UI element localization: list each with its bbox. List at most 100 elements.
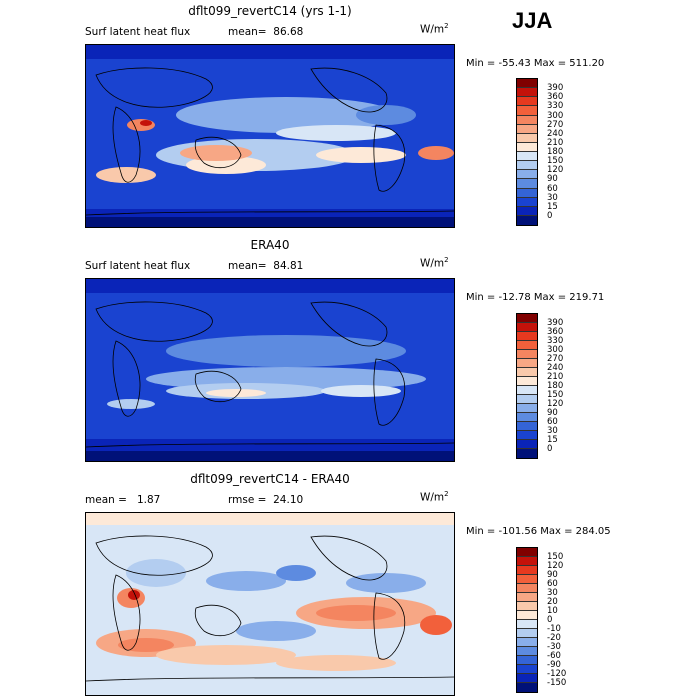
colorbar-tick-label: 180 — [547, 381, 564, 391]
mean-value-obs: 84.81 — [273, 260, 304, 272]
mean-value-model: 86.68 — [273, 26, 304, 38]
colorbar-model — [516, 78, 538, 226]
units-label-diff: W/m2 — [420, 490, 449, 504]
colorbar-segment — [517, 683, 537, 692]
mean-label-obs: mean= 84.81 — [228, 260, 304, 272]
minmax-model: Min = -55.43 Max = 511.20 — [466, 58, 605, 69]
colorbar-segment — [517, 602, 537, 611]
colorbar-segment — [517, 665, 537, 674]
colorbar-segment — [517, 629, 537, 638]
map-obs — [85, 278, 455, 462]
colorbar-segment — [517, 584, 537, 593]
colorbar-segment — [517, 422, 537, 431]
colorbar-tick-label: 120 — [547, 165, 564, 176]
colorbar-segment — [517, 440, 537, 449]
colorbar-tick-label: 300 — [547, 345, 564, 355]
map-diff — [85, 512, 455, 696]
colorbar-tick-label: 240 — [547, 128, 564, 139]
colorbar-segment — [517, 188, 537, 198]
colorbar-segment — [517, 449, 537, 458]
colorbar-tick-label: 360 — [547, 92, 564, 103]
colorbar-segment — [517, 314, 537, 323]
colorbar-segment — [517, 206, 537, 216]
colorbar-segment — [517, 647, 537, 656]
colorbar-tick-label: 15 — [547, 201, 558, 212]
colorbar-segment — [517, 611, 537, 620]
colorbar-tick-label: 300 — [547, 110, 564, 121]
mean-label-model: mean= 86.68 — [228, 26, 304, 38]
colorbar-tick-label: 0 — [547, 444, 553, 454]
colorbar-tick-label: 120 — [547, 561, 564, 571]
colorbar-tick-label: 360 — [547, 327, 564, 337]
colorbar-tick-label: -10 — [547, 624, 561, 634]
colorbar-tick-label: 15 — [547, 435, 558, 445]
colorbar-segment — [517, 106, 537, 116]
colorbar-segment — [517, 656, 537, 665]
rmse-value-diff: 24.10 — [273, 494, 304, 506]
map-obs-svg — [86, 279, 454, 461]
colorbar-segment — [517, 350, 537, 359]
colorbar-tick-label: -60 — [547, 651, 561, 661]
colorbar-tick-label: 240 — [547, 363, 564, 373]
units-label-model: W/m2 — [420, 22, 449, 36]
colorbar-segment — [517, 152, 537, 162]
colorbar-tick-label: 30 — [547, 588, 558, 598]
colorbar-tick-label: 330 — [547, 101, 564, 112]
colorbar-segment — [517, 575, 537, 584]
colorbar-tick-label: 270 — [547, 354, 564, 364]
minmax-obs: Min = -12.78 Max = 219.71 — [466, 292, 605, 303]
colorbar-segment — [517, 142, 537, 152]
colorbar-tick-label: 150 — [547, 156, 564, 167]
colorbar-segment — [517, 620, 537, 629]
colorbar-tick-label: -90 — [547, 660, 561, 670]
map-diff-svg — [86, 513, 454, 695]
units-label-obs: W/m2 — [420, 256, 449, 270]
map-model-svg — [86, 45, 454, 227]
colorbar-segment — [517, 341, 537, 350]
colorbar-segment — [517, 115, 537, 125]
colorbar-tick-label: 150 — [547, 552, 564, 562]
colorbar-segment — [517, 197, 537, 207]
colorbar-tick-label: 60 — [547, 183, 558, 194]
colorbar-segment — [517, 323, 537, 332]
colorbar-segment — [517, 557, 537, 566]
colorbar-segment — [517, 368, 537, 377]
colorbar-tick-label: 120 — [547, 399, 564, 409]
colorbar-tick-label: 90 — [547, 570, 558, 580]
colorbar-segment — [517, 124, 537, 134]
colorbar-segment — [517, 161, 537, 171]
colorbar-segment — [517, 638, 537, 647]
panel-title-model: dflt099_revertC14 (yrs 1-1) — [188, 4, 352, 18]
colorbar-tick-label: 90 — [547, 174, 558, 185]
rmse-label-diff: rmse = 24.10 — [228, 494, 304, 506]
colorbar-segment — [517, 413, 537, 422]
colorbar-segment — [517, 404, 537, 413]
colorbar-tick-label: 0 — [547, 210, 553, 221]
colorbar-tick-label: 60 — [547, 579, 558, 589]
colorbar-diff — [516, 547, 538, 693]
season-label: JJA — [512, 8, 553, 33]
colorbar-segment — [517, 359, 537, 368]
panel-title-diff: dflt099_revertC14 - ERA40 — [190, 472, 350, 486]
map-model — [85, 44, 455, 228]
mean-label-diff: mean = 1.87 — [85, 494, 161, 506]
panel-title-obs: ERA40 — [250, 238, 290, 252]
colorbar-tick-label: -20 — [547, 633, 561, 643]
colorbar-segment — [517, 88, 537, 98]
colorbar-tick-label: 90 — [547, 408, 558, 418]
colorbar-segment — [517, 395, 537, 404]
colorbar-segment — [517, 170, 537, 180]
colorbar-tick-label: 20 — [547, 597, 558, 607]
colorbar-tick-label: 150 — [547, 390, 564, 400]
colorbar-segment — [517, 548, 537, 557]
colorbar-segment — [517, 431, 537, 440]
colorbar-tick-label: 210 — [547, 137, 564, 148]
panel-label-obs: Surf latent heat flux — [85, 260, 191, 272]
colorbar-tick-label: 270 — [547, 119, 564, 130]
colorbar-tick-label: 210 — [547, 372, 564, 382]
colorbar-segment — [517, 674, 537, 683]
colorbar-tick-label: -150 — [547, 678, 567, 688]
colorbar-segment — [517, 97, 537, 107]
colorbar-tick-label: 390 — [547, 83, 564, 94]
colorbar-tick-label: -30 — [547, 642, 561, 652]
